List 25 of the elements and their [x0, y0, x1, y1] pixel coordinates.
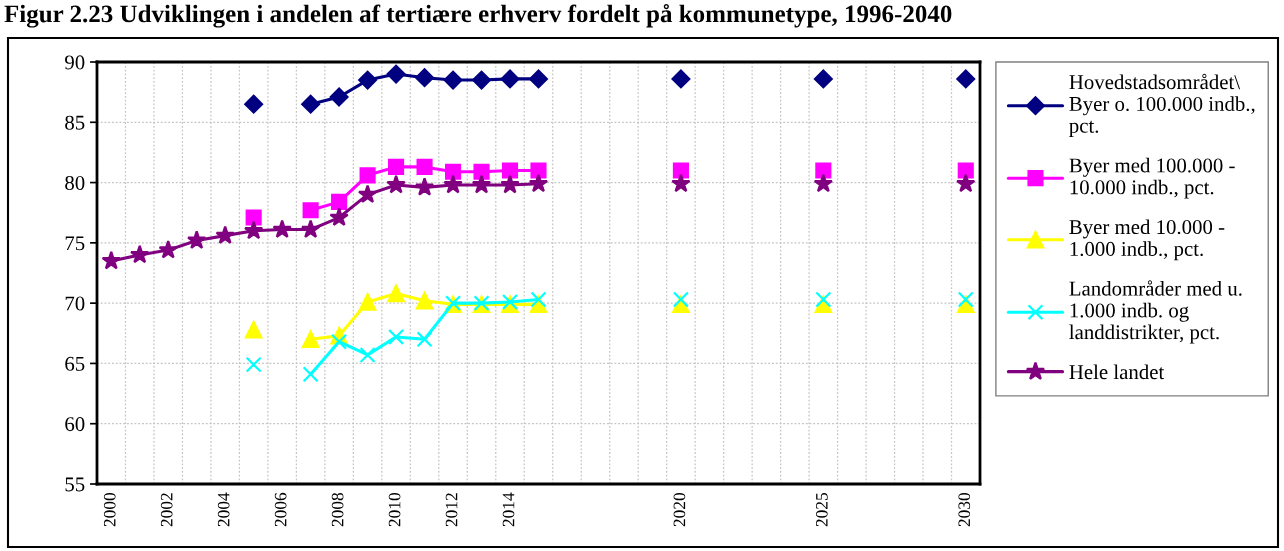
y-tick-label: 70 — [65, 296, 85, 311]
x-tick-label: 2004 — [217, 492, 230, 527]
y-tick-label: 75 — [65, 236, 85, 251]
x-tick-label: 2010 — [388, 493, 401, 527]
y-tick-label: 65 — [65, 356, 85, 371]
y-tick-label: 85 — [65, 115, 85, 130]
legend-label: Hovedstadsområdet\ Byer o. 100.000 indb., pct. — [1069, 73, 1255, 138]
legend-label: Byer med 10.000 - 1.000 indb., pct. — [1069, 219, 1225, 261]
chart-title: Figur 2.23 Udviklingen i andelen af tertiære erhverv fordelt på kommunetype, 1996-2040 — [4, 4, 952, 28]
legend-label: Hele landet — [1069, 364, 1165, 380]
y-tick-label: 60 — [65, 417, 85, 432]
y-tick-label: 90 — [65, 55, 85, 70]
x-tick-label: 2008 — [331, 493, 344, 527]
x-tick-label: 2006 — [274, 492, 287, 527]
legend-label: Byer med 100.000 - 10.000 indb., pct. — [1069, 157, 1235, 199]
y-tick-label: 55 — [65, 477, 85, 492]
y-tick-label: 80 — [65, 175, 85, 190]
x-tick-label: 2012 — [445, 493, 458, 527]
x-tick-label: 2025 — [815, 493, 828, 527]
x-tick-label: 2030 — [958, 493, 971, 527]
x-tick-label: 2020 — [673, 493, 686, 527]
x-tick-label: 2000 — [103, 493, 116, 527]
x-tick-label: 2002 — [160, 493, 173, 527]
legend-label: Landområder med u. 1.000 indb. og landdistrikter, pct. — [1069, 280, 1242, 344]
x-tick-label: 2014 — [502, 492, 515, 527]
